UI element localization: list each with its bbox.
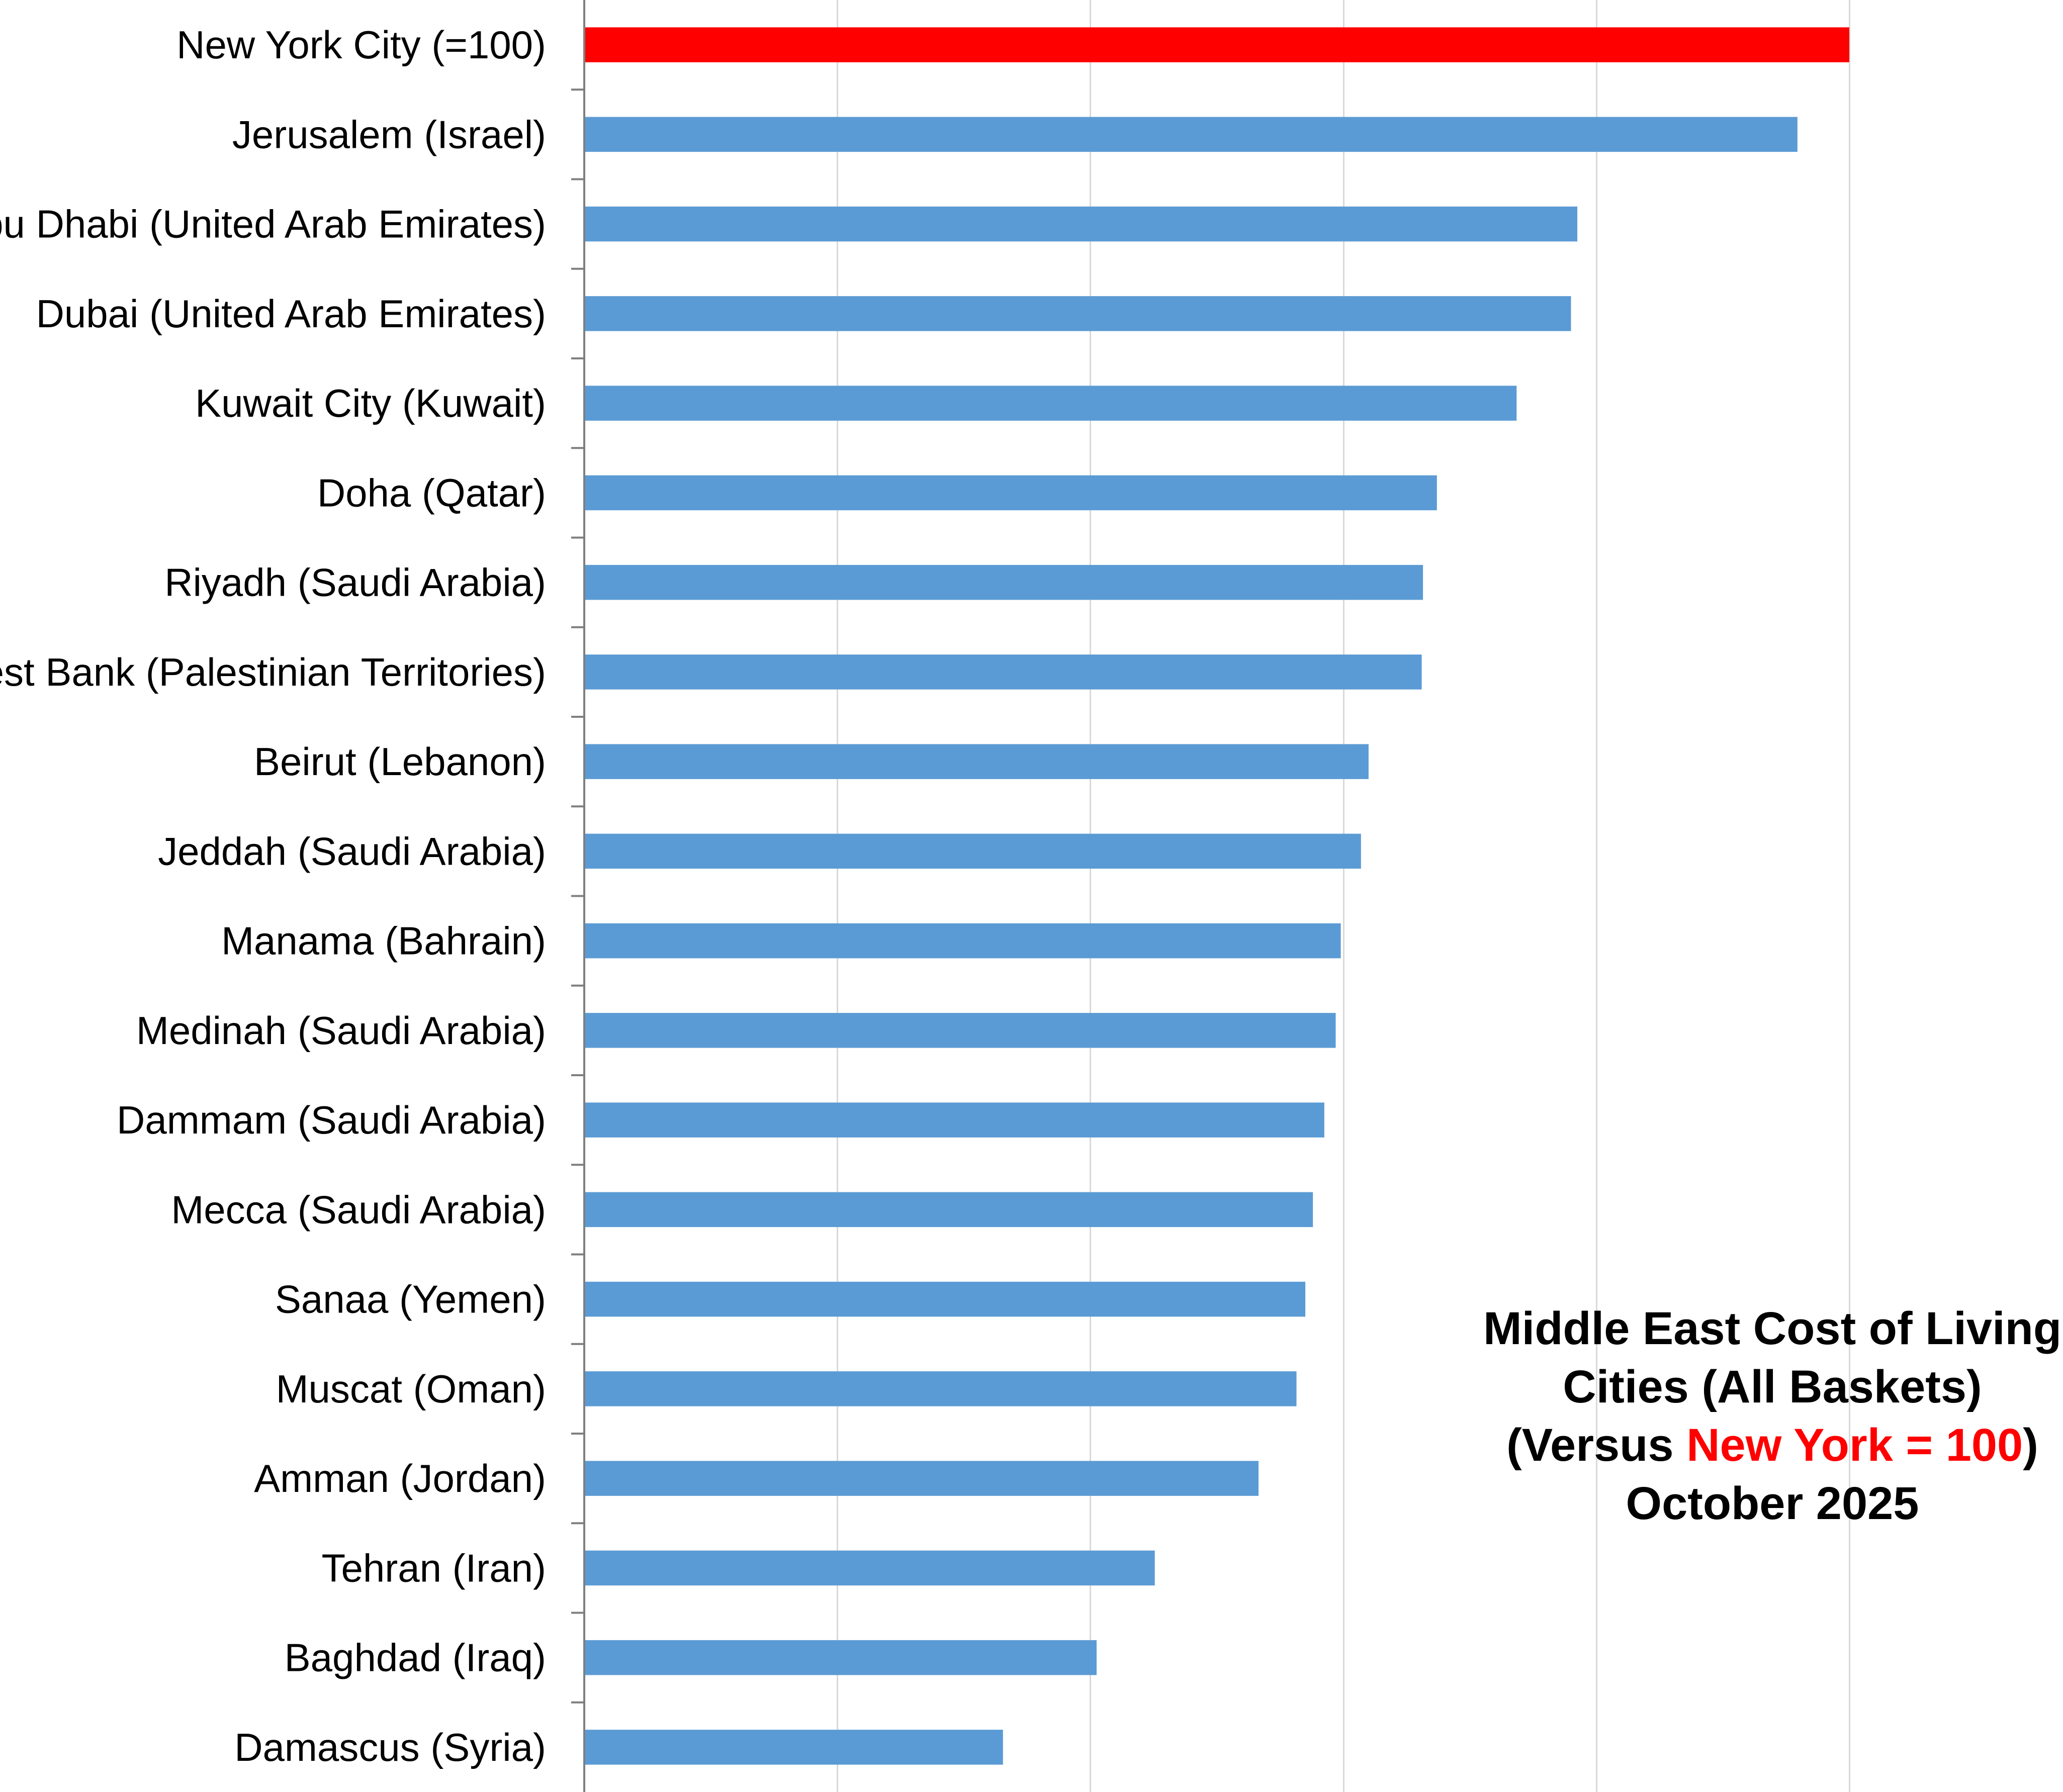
bar-12 — [584, 1102, 1324, 1138]
bar-6 — [584, 564, 1423, 600]
bar-5 — [584, 475, 1437, 511]
chart-title-line-3-suffix: ) — [2023, 1420, 2038, 1471]
bar-19 — [584, 1730, 1003, 1765]
chart-title-line-3: (Versus New York = 100) — [1483, 1416, 2061, 1474]
category-label-18: Baghdad (Iraq) — [285, 1636, 546, 1680]
bar-0 — [584, 27, 1849, 62]
bar-16 — [584, 1461, 1259, 1496]
category-axis — [571, 0, 585, 1792]
category-label-4: Kuwait City (Kuwait) — [195, 381, 546, 425]
bar-9 — [584, 833, 1361, 869]
category-label-9: Jeddah (Saudi Arabia) — [158, 829, 546, 873]
chart-title-line-2: Cities (All Baskets) — [1563, 1361, 1982, 1412]
category-label-6: Riyadh (Saudi Arabia) — [164, 560, 546, 605]
bar-3 — [584, 296, 1571, 331]
bar-10 — [584, 923, 1341, 959]
chart-title: Middle East Cost of Living Cities (All B… — [1483, 1299, 2061, 1533]
category-label-1: Jerusalem (Israel) — [232, 112, 546, 156]
category-label-15: Muscat (Oman) — [276, 1367, 546, 1411]
bar-8 — [584, 744, 1369, 779]
category-label-0: New York City (=100) — [176, 23, 546, 67]
category-label-10: Manama (Bahrain) — [221, 919, 546, 963]
category-label-13: Mecca (Saudi Arabia) — [171, 1187, 546, 1232]
category-label-2: Abu Dhabi (United Arab Emirates) — [0, 202, 546, 246]
bar-13 — [584, 1192, 1313, 1228]
category-label-17: Tehran (Iran) — [321, 1546, 546, 1590]
bar-1 — [584, 117, 1798, 152]
category-label-7: West Bank (Palestinian Territories) — [0, 650, 546, 694]
bar-17 — [584, 1550, 1155, 1586]
bar-4 — [584, 386, 1517, 421]
bar-11 — [584, 1013, 1336, 1048]
bar-2 — [584, 206, 1578, 242]
bar-15 — [584, 1371, 1297, 1406]
bar-14 — [584, 1281, 1306, 1317]
bar-series — [584, 27, 1849, 1765]
category-labels: New York City (=100) Jerusalem (Israel) Ab… — [0, 23, 546, 1769]
category-label-8: Beirut (Lebanon) — [254, 739, 546, 784]
category-label-3: Dubai (United Arab Emirates) — [36, 292, 546, 336]
chart-title-line-3-prefix: (Versus — [1506, 1420, 1687, 1471]
category-label-11: Medinah (Saudi Arabia) — [136, 1008, 546, 1053]
category-label-19: Damascus (Syria) — [234, 1725, 546, 1769]
category-label-12: Dammam (Saudi Arabia) — [117, 1098, 546, 1142]
chart-title-highlight: New York = 100 — [1686, 1420, 2023, 1471]
chart-title-line-1: Middle East Cost of Living — [1483, 1303, 2062, 1354]
category-label-5: Doha (Qatar) — [317, 470, 546, 515]
chart-title-line-4: October 2025 — [1626, 1478, 1919, 1529]
category-label-16: Amman (Jordan) — [254, 1456, 546, 1500]
bar-7 — [584, 654, 1422, 690]
category-label-14: Sanaa (Yemen) — [275, 1277, 546, 1322]
bar-18 — [584, 1640, 1097, 1675]
